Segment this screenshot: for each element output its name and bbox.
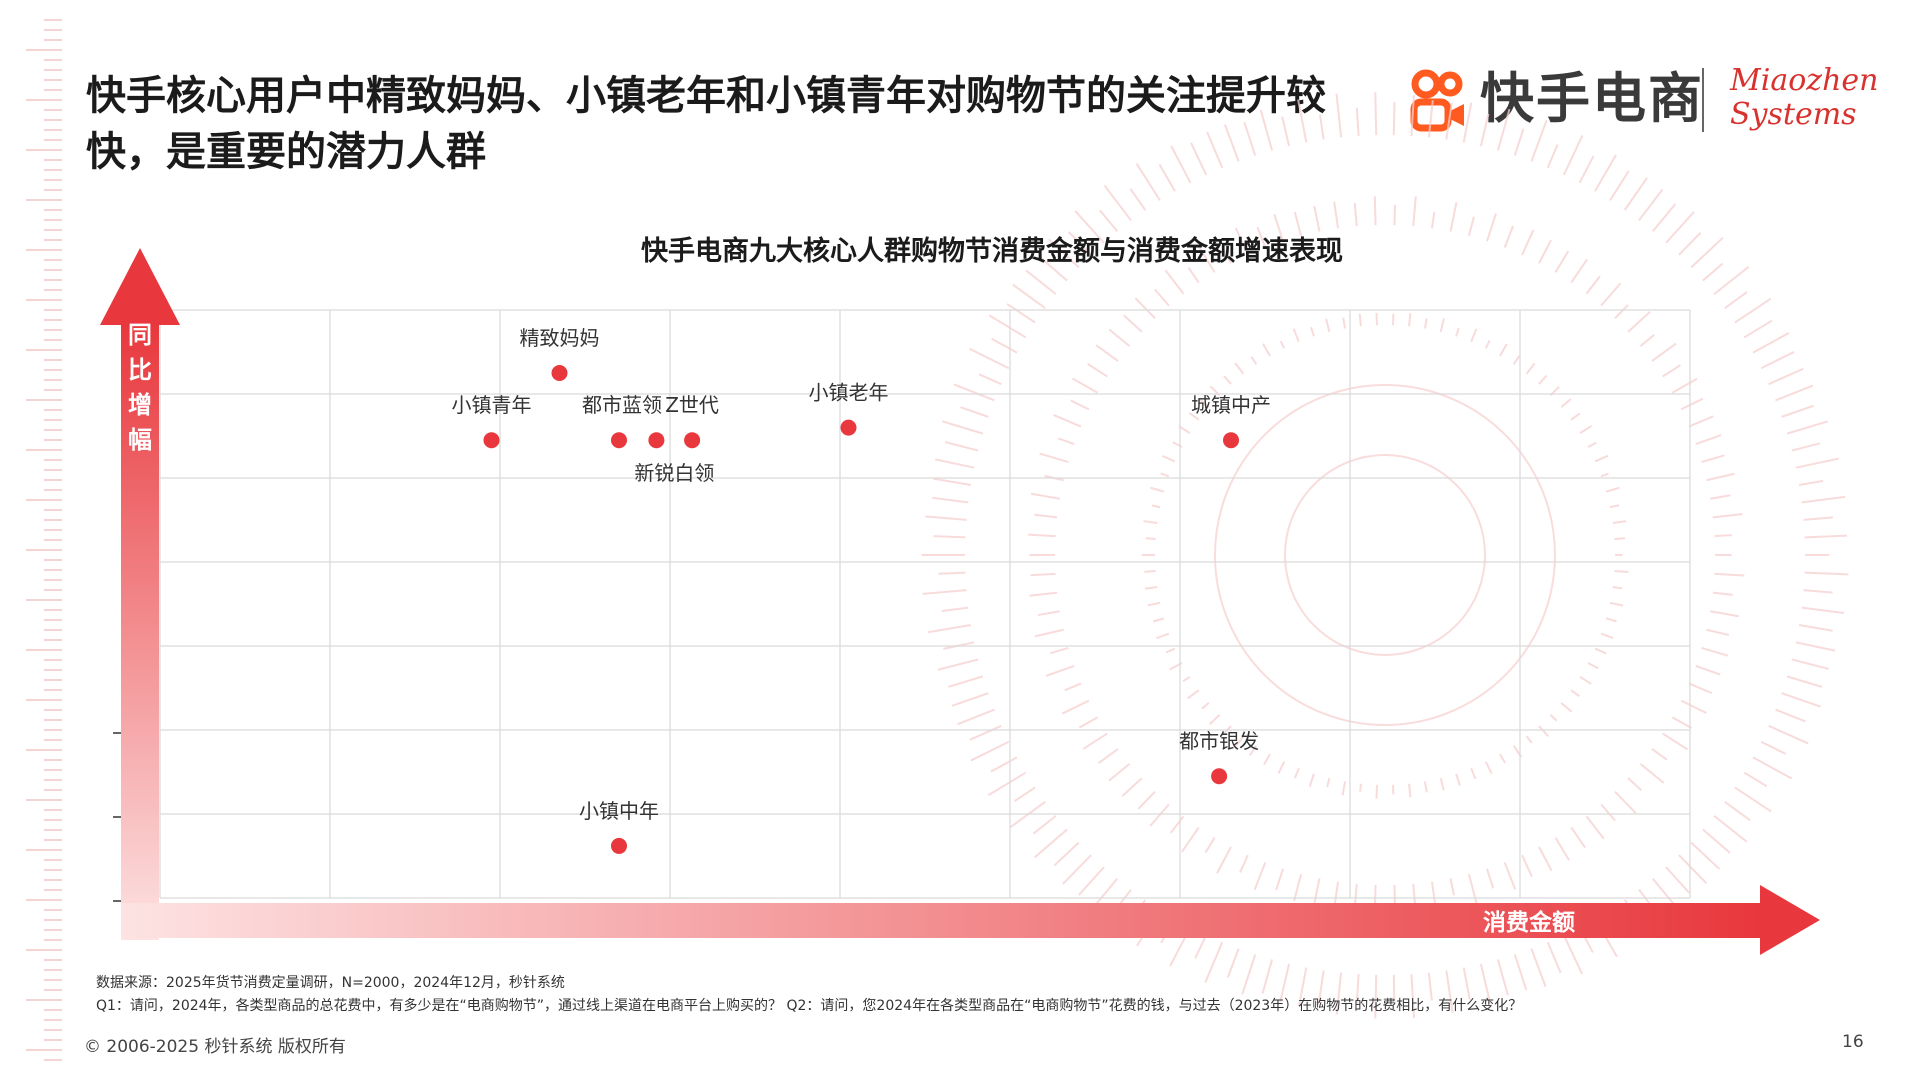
data-point xyxy=(611,837,627,854)
x-axis-arrow xyxy=(121,885,1820,955)
y-axis-ticks xyxy=(113,732,121,902)
data-point-label: 小镇青年 xyxy=(452,393,532,417)
kuaishou-logo-icon xyxy=(1410,69,1464,132)
chart-title: 快手电商九大核心人群购物节消费金额与消费金额增速表现 xyxy=(641,235,1343,267)
data-point-label: Z世代 xyxy=(665,393,719,417)
footer-notes: 数据来源：2025年货节消费定量调研，N=2000，2024年12月，秒针系统 … xyxy=(96,972,1796,1018)
copyright: © 2006-2025 秒针系统 版权所有 xyxy=(84,1037,346,1057)
data-point xyxy=(611,432,627,449)
source-note: 数据来源：2025年货节消费定量调研，N=2000，2024年12月，秒针系统 xyxy=(96,975,565,991)
y-axis-label-char: 同 xyxy=(128,321,152,349)
miaozhen-logo-line2: Systems xyxy=(1730,97,1857,132)
data-point xyxy=(1223,432,1239,449)
page-title: 快手核心用户中精致妈妈、小镇老年和小镇青年对购物节的关注提升较快，是重要的潜力人… xyxy=(86,73,1326,175)
logo-text: 快手电商 xyxy=(1480,67,1704,130)
data-point-label: 小镇老年 xyxy=(809,381,889,405)
data-point-label: 小镇中年 xyxy=(579,799,659,823)
data-point xyxy=(840,419,857,436)
brand-logo: 快手电商 Miaozhen Systems xyxy=(1400,60,1878,140)
chart-grid xyxy=(159,309,1691,899)
y-axis-label-char: 增 xyxy=(128,391,152,419)
data-point-label: 都市蓝领 xyxy=(582,393,662,417)
data-point-label: 新锐白领 xyxy=(634,461,714,485)
radial-decoration xyxy=(921,92,1849,1019)
ruler-decoration xyxy=(26,19,62,1061)
y-axis-label-char: 比 xyxy=(128,356,152,384)
y-axis-arrow xyxy=(100,248,180,940)
data-point-label: 精致妈妈 xyxy=(520,326,600,350)
page-number: 16 xyxy=(1842,1032,1864,1052)
data-point xyxy=(483,432,500,449)
data-point-label: 都市银发 xyxy=(1179,729,1259,753)
data-point xyxy=(684,432,701,449)
logo-divider xyxy=(1702,68,1704,132)
question-note: Q1：请问，2024年，各类型商品的总花费中，有多少是在“电商购物节”，通过线上… xyxy=(96,998,1523,1014)
y-axis-label-char: 幅 xyxy=(128,426,152,454)
x-axis-label: 消费金额 xyxy=(1483,909,1575,936)
data-point xyxy=(648,432,665,449)
data-point xyxy=(1211,768,1228,785)
data-point xyxy=(551,365,568,381)
data-point-label: 城镇中产 xyxy=(1191,393,1271,417)
